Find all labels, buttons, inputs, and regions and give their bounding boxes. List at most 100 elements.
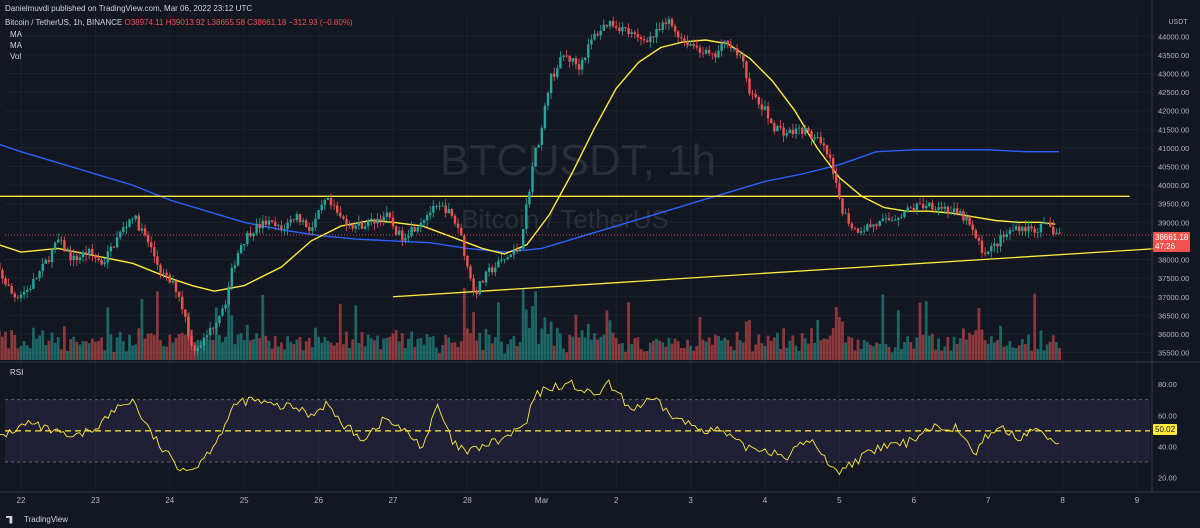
price-tick-label: 39000.00 <box>1158 218 1189 227</box>
candle-body <box>633 32 636 35</box>
candle-body <box>580 59 584 70</box>
time-tick-label: 23 <box>91 496 100 505</box>
candle-body <box>602 24 605 31</box>
volume-bar <box>853 350 857 360</box>
volume-bar <box>989 336 993 360</box>
volume-bar <box>500 341 503 360</box>
candle-body <box>890 219 894 221</box>
volume-bar <box>701 339 705 360</box>
volume-bar <box>568 334 572 360</box>
volume-bar <box>338 303 342 360</box>
candle-body <box>143 228 147 236</box>
volume-bar <box>769 340 773 360</box>
candle-body <box>571 58 574 62</box>
candle-body <box>174 281 178 292</box>
volume-bar <box>236 334 240 360</box>
volume-bar <box>13 335 17 360</box>
ma-slow-line <box>0 143 1059 253</box>
volume-bar <box>78 344 82 360</box>
rsi-line <box>0 379 1059 476</box>
volume-bar <box>472 312 475 360</box>
rsi-label[interactable]: RSI <box>10 368 24 377</box>
trendline[interactable] <box>392 247 1160 298</box>
volume-bar <box>571 336 575 360</box>
price-tick-label: 41500.00 <box>1158 125 1189 134</box>
volume-bar <box>856 339 860 360</box>
volume-bar <box>481 349 485 360</box>
volume-bar <box>800 333 804 360</box>
candle-body <box>732 48 736 49</box>
price-tick-label: 37000.00 <box>1158 293 1189 302</box>
volume-bar <box>4 331 7 360</box>
candle-body <box>624 27 627 29</box>
candle-body <box>574 58 578 65</box>
price-tick-label: 43000.00 <box>1158 70 1189 79</box>
candle-body <box>683 38 686 42</box>
candle-body <box>1039 223 1043 233</box>
candle-body <box>999 235 1002 247</box>
candle-body <box>729 44 733 49</box>
candle-body <box>320 204 323 211</box>
volume-bar <box>329 342 333 360</box>
candle-body <box>441 205 444 207</box>
volume-bar <box>478 332 482 360</box>
volume-bar <box>323 336 327 360</box>
footer-brand[interactable]: TradingView <box>24 515 69 524</box>
candle-body <box>57 239 60 243</box>
volume-bar <box>540 328 544 360</box>
volume-bar <box>298 337 302 360</box>
volume-bar <box>652 340 655 360</box>
candle-body <box>825 145 829 155</box>
candle-body <box>677 31 680 38</box>
candle-body <box>88 248 91 255</box>
indicator-ma-2[interactable]: MA <box>10 41 22 50</box>
candle-body <box>912 207 915 211</box>
candle-body <box>940 207 943 209</box>
rsi-tick-label: 60.00 <box>1158 411 1177 420</box>
candle-body <box>159 264 162 274</box>
volume-bar <box>134 344 138 360</box>
candle-body <box>305 220 308 228</box>
candle-body <box>44 260 47 264</box>
volume-bar <box>1055 342 1058 360</box>
candle-body <box>410 227 413 236</box>
volume-bar <box>168 334 172 360</box>
publisher-line: Danielmuvdi published on TradingView.com… <box>5 4 253 13</box>
volume-bar <box>751 351 754 360</box>
candle-body <box>274 221 277 226</box>
candle-body <box>928 202 931 207</box>
indicator-lines <box>0 39 1160 298</box>
candle-body <box>134 215 137 219</box>
volume-bar <box>41 330 45 360</box>
candle-body <box>1002 235 1005 237</box>
candle-body <box>751 93 754 95</box>
candle-body <box>701 52 705 54</box>
candle-body <box>162 272 165 274</box>
candle-body <box>887 218 891 221</box>
candle-body <box>959 211 962 214</box>
volume-bar <box>776 332 779 360</box>
volume-bar <box>642 351 646 360</box>
volume-bar <box>128 334 131 360</box>
symbol-name[interactable]: Bitcoin / TetherUS, 1h, BINANCE <box>5 18 123 27</box>
price-tick-label: 40000.00 <box>1158 181 1189 190</box>
candle-body <box>215 323 218 329</box>
volume-bar <box>239 333 243 360</box>
volume-bar <box>75 341 79 360</box>
volume-bar <box>410 331 413 360</box>
indicator-vol[interactable]: Vol <box>10 52 22 61</box>
volume-bar <box>143 338 147 360</box>
volume-bar <box>208 340 212 360</box>
candles <box>0 15 1061 356</box>
candle-body <box>125 226 128 228</box>
indicator-ma-1[interactable]: MA <box>10 30 22 39</box>
candle-body <box>84 252 88 255</box>
candle-body <box>1052 226 1055 234</box>
candle-body <box>525 204 528 229</box>
candle-body <box>1045 222 1049 224</box>
volume-bar <box>906 336 909 360</box>
volume-bar <box>267 340 271 360</box>
candle-body <box>407 235 410 238</box>
volume-bar <box>683 347 686 360</box>
